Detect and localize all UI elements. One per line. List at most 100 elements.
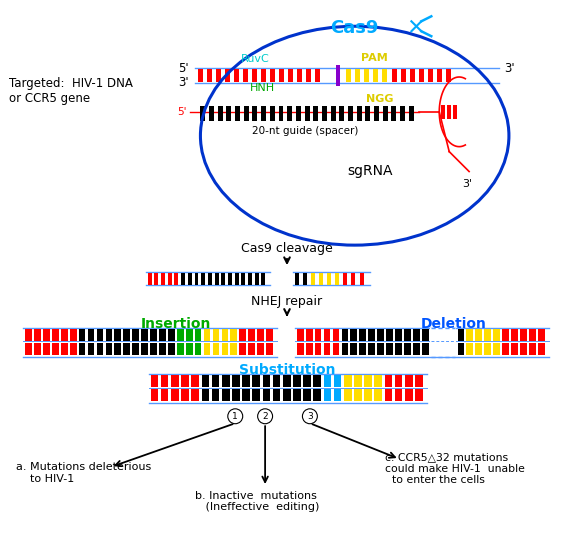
Bar [369, 343, 375, 354]
Bar [430, 328, 456, 356]
Bar [168, 343, 174, 354]
Bar [422, 343, 429, 354]
Bar [239, 343, 246, 354]
Bar [296, 106, 301, 121]
Bar [391, 106, 396, 121]
Bar [171, 389, 179, 401]
Bar [212, 329, 219, 341]
Bar [305, 106, 309, 121]
Bar [395, 343, 402, 354]
Bar [159, 343, 166, 354]
Bar [493, 343, 500, 354]
Bar [161, 376, 168, 388]
Bar [181, 389, 189, 401]
Bar [218, 106, 223, 121]
Bar [484, 329, 491, 341]
Text: NHEJ repair: NHEJ repair [251, 295, 323, 308]
Text: c. CCR5△32 mutations
could make HIV-1  unable
  to enter the cells: c. CCR5△32 mutations could make HIV-1 un… [385, 452, 525, 485]
Bar [346, 69, 351, 82]
Bar [303, 273, 307, 285]
Bar [123, 329, 130, 341]
Bar [324, 329, 331, 341]
Bar [195, 273, 199, 285]
Bar [351, 343, 357, 354]
Bar [449, 343, 455, 354]
Bar [43, 343, 50, 354]
Bar [297, 329, 304, 341]
Bar [230, 329, 237, 341]
Bar [262, 376, 270, 388]
Bar [529, 329, 536, 341]
Bar [159, 329, 166, 341]
Bar [446, 69, 451, 82]
Bar [324, 389, 331, 401]
Bar [141, 329, 148, 341]
Bar [324, 376, 331, 388]
Bar [415, 389, 423, 401]
Bar [222, 343, 228, 354]
Bar [333, 376, 342, 388]
Circle shape [228, 409, 243, 424]
Text: 1: 1 [232, 412, 238, 421]
Bar [204, 343, 211, 354]
Bar [201, 273, 205, 285]
Bar [242, 376, 250, 388]
Bar [405, 389, 413, 401]
Bar [262, 389, 270, 401]
Bar [303, 376, 311, 388]
Bar [150, 389, 158, 401]
Bar [199, 69, 203, 82]
Bar [222, 329, 228, 341]
Bar [415, 376, 423, 388]
Bar [359, 273, 363, 285]
Bar [538, 343, 545, 354]
Bar [255, 273, 259, 285]
Bar [241, 273, 245, 285]
Bar [467, 343, 473, 354]
Bar [212, 343, 219, 354]
Bar [386, 329, 393, 341]
Bar [161, 273, 165, 285]
Text: 2: 2 [262, 412, 268, 421]
Bar [395, 376, 402, 388]
Text: a. Mutations deleterious
    to HIV-1: a. Mutations deleterious to HIV-1 [16, 462, 152, 484]
Bar [377, 343, 384, 354]
Bar [335, 273, 339, 285]
Bar [249, 343, 255, 354]
Bar [222, 376, 230, 388]
Bar [313, 389, 321, 401]
Bar [413, 343, 420, 354]
Bar [297, 343, 304, 354]
Bar [114, 329, 121, 341]
Bar [333, 329, 339, 341]
Bar [324, 343, 331, 354]
Bar [374, 389, 382, 401]
Bar [177, 329, 184, 341]
Bar [200, 106, 205, 121]
Bar [538, 329, 545, 341]
Bar [34, 329, 41, 341]
Bar [382, 69, 386, 82]
Bar [226, 69, 230, 82]
Bar [409, 106, 414, 121]
Text: HNH: HNH [250, 83, 275, 93]
Bar [106, 343, 113, 354]
Text: NGG: NGG [366, 94, 393, 104]
Bar [70, 343, 76, 354]
Bar [235, 106, 240, 121]
Bar [441, 105, 445, 119]
Bar [207, 69, 212, 82]
Text: Substitution: Substitution [239, 363, 335, 377]
Bar [25, 343, 32, 354]
Bar [339, 106, 344, 121]
Text: PAM: PAM [361, 53, 388, 63]
Bar [354, 389, 362, 401]
Circle shape [258, 409, 273, 424]
Bar [249, 329, 255, 341]
Bar [253, 389, 260, 401]
Text: 20-nt guide (spacer): 20-nt guide (spacer) [252, 126, 358, 136]
Bar [440, 343, 447, 354]
Bar [61, 343, 68, 354]
Bar [232, 376, 240, 388]
Bar [502, 329, 509, 341]
